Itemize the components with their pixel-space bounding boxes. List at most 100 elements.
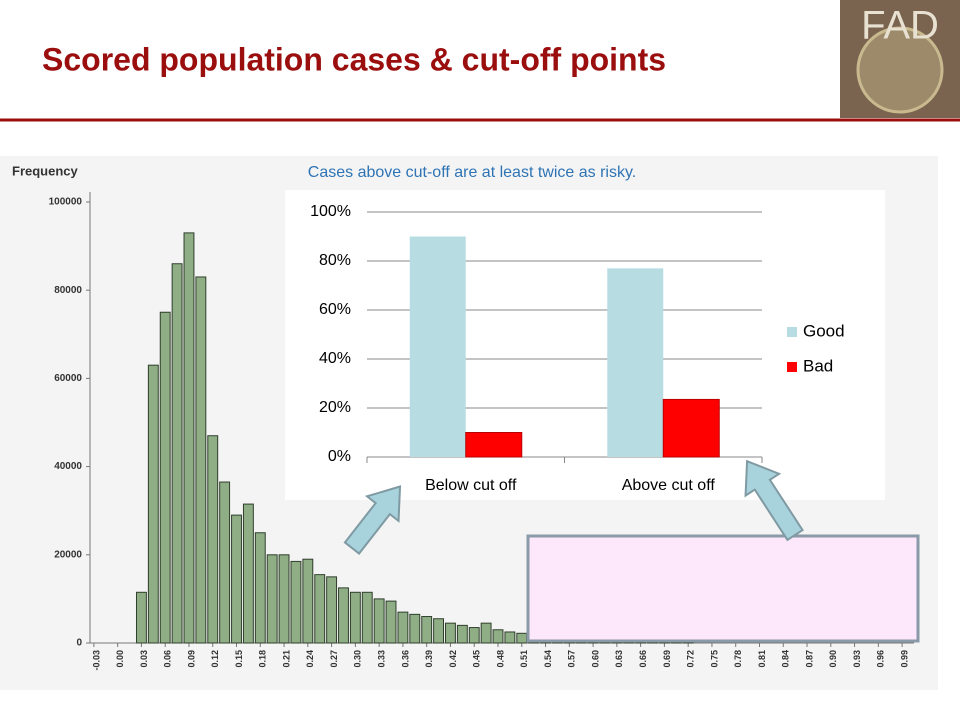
inset-panel [285,190,885,500]
histogram: Frequency 0 20000 40000 60000 80000 100000 -0.0… [12,163,914,671]
x-tick-label: 0.12 [210,650,220,668]
y-tick-label: 0 [76,638,82,649]
legend-swatch [787,327,797,337]
histogram-bar [278,554,290,644]
histogram-bar [492,629,504,644]
histogram-bar [290,560,302,644]
x-tick-label: 0.06 [163,650,173,668]
x-tick-label: 0.00 [115,650,125,668]
y-tick-label: 100% [310,203,351,220]
bar [607,268,664,457]
histogram-bar [254,532,266,644]
x-tick-label: 0.54 [543,650,553,668]
histogram-bar [397,611,409,644]
x-tick-label: 0.33 [377,650,387,668]
x-tick-label: 0.60 [590,650,600,668]
bar [662,398,720,458]
histogram-bar [302,558,314,644]
histogram-bar [207,435,219,644]
x-tick-label: 0.87 [804,650,814,668]
x-tick-label: 0.90 [828,650,838,668]
logo-text: FAD [861,4,939,48]
histogram-bar [421,616,433,644]
histogram-bar [266,554,278,644]
y-tick-label: 20000 [54,549,82,560]
histogram-bar [231,514,242,644]
bar [409,236,466,457]
histogram-bar [242,503,254,644]
histogram-bar [456,624,468,644]
histogram-bar [147,364,159,644]
bar-chart: Cases above cut-off are at least twice a… [308,164,845,494]
x-tick-label: 0.99 [899,650,909,668]
histogram-bar [171,263,183,644]
histogram-bar [409,613,421,644]
histogram-bar [326,576,338,644]
histogram-bar [361,591,373,644]
histogram-bar [314,574,326,644]
x-tick-label: -0.03 [91,650,101,671]
y-tick-label: 80% [319,252,351,269]
slide-title: Scored population cases & cut-off points [42,41,666,77]
x-tick-label: 0.24 [305,650,315,668]
x-tick-label: 0.57 [567,650,577,668]
y-tick-label: 60000 [54,373,82,384]
histogram-bar [338,587,349,644]
y-tick-label: 60% [319,301,351,318]
arrow [744,459,804,542]
histogram-bar [516,632,528,644]
legend-label: Bad [803,356,833,375]
legend-label: Good [803,321,845,340]
arrow [343,485,402,555]
y-tick-label: 100000 [49,197,83,208]
y-tick-label: 80000 [54,285,82,296]
y-tick-label: 40000 [54,461,82,472]
histogram-bar [195,276,207,644]
histogram-bar [433,618,445,644]
chart-subtitle: Cases above cut-off are at least twice a… [308,164,636,181]
x-tick-label: 0.15 [234,650,244,668]
x-tick-label: 0.36 [400,650,410,668]
x-tick-label: 0.81 [757,650,767,668]
x-tick-label: 0.63 [614,650,624,668]
note-box [526,534,920,643]
bar [465,432,523,458]
histogram-bar [219,481,231,644]
histogram-bar [135,591,147,644]
x-tick-label: 0.09 [186,650,196,668]
histogram-bar [349,591,361,644]
y-tick-label: 40% [319,350,351,367]
histogram-bar [504,631,516,644]
x-tick-label: 0.03 [139,650,149,668]
x-tick-label: 0.69 [662,650,672,668]
histogram-bar [159,311,171,644]
histogram-bar [480,622,492,644]
y-tick-label: 0% [328,448,351,465]
logo-seal [856,26,944,114]
x-tick-label: 0.78 [733,650,743,668]
x-tick-label: 0.21 [281,650,291,668]
legend-swatch [787,362,797,372]
histogram-bar [445,622,456,644]
y-tick-label: 20% [319,399,351,416]
histogram-bar [373,598,385,644]
x-tick-label: 0.42 [448,650,458,668]
x-tick-label: 0.27 [329,650,339,668]
x-tick-label: 0.45 [472,650,482,668]
x-tick-label: 0.51 [519,650,529,668]
x-tick-label: 0.72 [686,650,696,668]
x-tick-label: 0.66 [638,650,648,668]
x-tick-label: 0.48 [495,650,505,668]
x-tick-label: 0.84 [781,650,791,668]
x-tick-label: 0.18 [258,650,268,668]
x-tick-label: 0.39 [424,650,434,668]
x-tick-label: 0.93 [852,650,862,668]
histogram-bar [468,627,480,644]
histogram-bar [385,600,397,644]
x-tick-label: 0.75 [709,650,719,668]
x-tick-label: Above cut off [622,477,716,494]
histogram-bar [183,232,195,644]
x-tick-label: Below cut off [425,477,517,494]
x-tick-label: 0.96 [876,650,886,668]
